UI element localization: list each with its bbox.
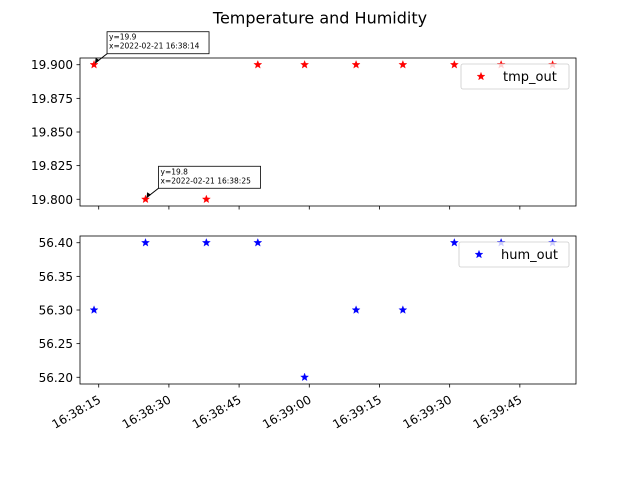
- axes-frame: [79, 57, 577, 207]
- data-point: [449, 238, 459, 247]
- annotation-text: y=19.9: [109, 33, 137, 42]
- y-tick-label: 19.850: [31, 126, 73, 140]
- annotation-arrowhead: [95, 57, 100, 64]
- annotation-text: y=19.8: [161, 167, 189, 176]
- data-point: [253, 60, 263, 69]
- axes-frame: [79, 235, 577, 385]
- data-point: [300, 372, 309, 382]
- legend-marker: [474, 249, 484, 259]
- data-point: [300, 60, 309, 69]
- data-point: [449, 60, 459, 69]
- legend-box: [460, 63, 570, 90]
- data-point: [253, 238, 263, 247]
- annotation-text: x=2022-02-21 16:38:14: [109, 42, 200, 51]
- temperature-panel: 19.800 19.825 19.850 19.875 19.900 tmp_out y=1…: [31, 31, 577, 210]
- data-point: [141, 194, 150, 204]
- y-tick-label: 56.35: [39, 270, 73, 284]
- annotation-box: [158, 165, 261, 189]
- annotation: y=19.9x=2022-02-21 16:38:14: [95, 31, 210, 64]
- data-point: [351, 305, 361, 314]
- data-point: [141, 238, 150, 247]
- data-point: [89, 305, 99, 314]
- annotation: y=19.8x=2022-02-21 16:38:25: [146, 165, 261, 199]
- y-tick-label: 56.25: [39, 337, 73, 351]
- y-tick-label: 56.40: [39, 236, 73, 250]
- chart-title: Temperature and Humidity: [212, 9, 427, 28]
- y-tick-label: 56.20: [39, 371, 73, 385]
- legend-label: tmp_out: [503, 70, 557, 85]
- data-point: [201, 194, 211, 204]
- annotation-box: [106, 31, 210, 55]
- data-point: [89, 60, 99, 69]
- y-tick-label: 19.825: [31, 159, 73, 173]
- data-point: [398, 305, 408, 314]
- annotation-text: x=2022-02-21 16:38:25: [161, 176, 252, 185]
- y-tick-label: 19.800: [31, 193, 73, 207]
- legend-marker: [476, 71, 486, 81]
- y-tick-label: 19.875: [31, 92, 73, 106]
- data-point: [398, 60, 408, 69]
- legend-box: [458, 241, 570, 268]
- data-point: [351, 60, 361, 69]
- annotation-arrowhead: [146, 192, 152, 199]
- y-tick-label: 19.900: [31, 58, 73, 72]
- y-tick-label: 56.30: [39, 304, 73, 318]
- data-point: [201, 238, 211, 247]
- legend-label: hum_out: [501, 248, 558, 263]
